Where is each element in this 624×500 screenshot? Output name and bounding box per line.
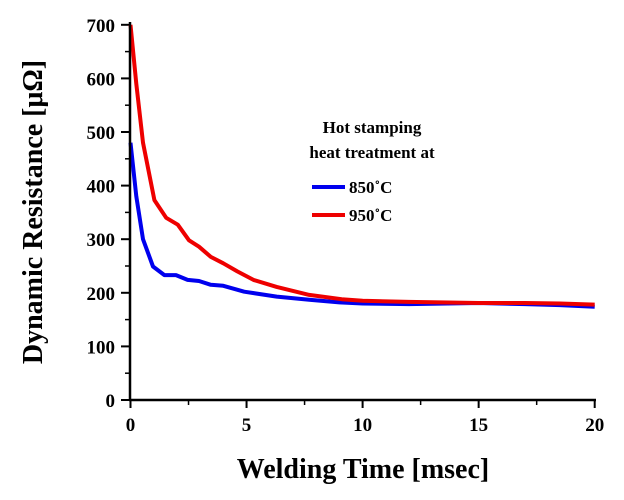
x-axis-ticks: 0 5 10 15 20 [126,400,604,436]
y-tick-label: 600 [87,69,116,90]
legend-title-line-2: heat treatment at [309,143,435,162]
y-tick-label: 500 [87,123,116,144]
x-tick-label: 15 [469,415,488,436]
legend-title-line-1: Hot stamping [323,118,422,137]
series-line-950 [128,24,595,307]
legend-label-850: 850˚C [349,178,392,197]
y-tick-label: 300 [87,230,116,251]
legend: Hot stamping heat treatment at 850˚C 950… [309,118,435,225]
y-tick-label: 0 [106,391,116,412]
x-axis-title: Welding Time [msec] [237,454,490,485]
y-tick-label: 400 [87,177,116,198]
x-tick-label: 0 [126,415,136,436]
y-tick-label: 700 [87,16,116,37]
y-axis-title: Dynamic Resistance [μΩ] [18,60,49,364]
y-tick-label: 100 [87,337,116,358]
x-tick-label: 5 [242,415,252,436]
x-tick-label: 10 [353,415,372,436]
y-axis-ticks: 0 100 200 300 400 500 600 700 [87,16,130,412]
x-tick-label: 20 [585,415,604,436]
y-tick-label: 200 [87,284,116,305]
series-lines [128,24,595,309]
legend-label-950: 950˚C [349,206,392,225]
